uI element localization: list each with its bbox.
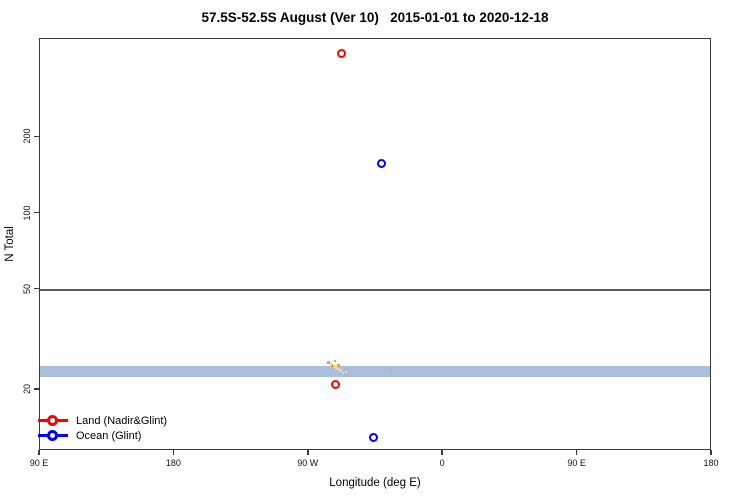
y-tick <box>34 211 39 214</box>
y-tick <box>34 135 39 138</box>
cluster-mark <box>342 371 345 374</box>
legend-symbol-land <box>38 415 68 427</box>
x-tick-label: 180 <box>165 458 181 468</box>
reference-line <box>40 288 710 291</box>
x-tick-label: 90 E <box>29 458 49 468</box>
y-tick-label: 200 <box>22 128 32 144</box>
x-tick <box>38 450 40 455</box>
x-tick <box>441 450 443 455</box>
legend-item-ocean: Ocean (Glint) <box>38 428 167 443</box>
y-tick <box>34 388 39 390</box>
cluster-mark <box>389 368 392 371</box>
open-circle-icon <box>47 415 58 426</box>
legend-symbol-ocean <box>38 430 68 442</box>
reference-band <box>40 365 710 377</box>
plot-area <box>39 38 711 450</box>
data-point-ocean <box>368 433 378 443</box>
x-axis-title: Longitude (deg E) <box>329 477 421 489</box>
cluster-mark <box>334 360 337 363</box>
x-tick-label: 90 E <box>567 458 586 468</box>
legend: Land (Nadir&Glint) Ocean (Glint) <box>38 413 167 443</box>
data-point-land <box>337 48 347 58</box>
cluster-mark <box>336 363 340 367</box>
x-tick-label: 90 W <box>297 458 319 468</box>
legend-item-land: Land (Nadir&Glint) <box>38 413 167 428</box>
x-tick <box>575 450 578 455</box>
legend-label-land: Land (Nadir&Glint) <box>76 414 168 427</box>
data-point-ocean <box>377 158 387 168</box>
cluster-mark <box>330 362 334 366</box>
x-tick <box>172 450 175 455</box>
x-tick-label: 180 <box>703 458 719 468</box>
chart-title: 57.5S-52.5S August (Ver 10) 2015-01-01 t… <box>201 10 549 25</box>
y-tick-label: 100 <box>22 204 32 221</box>
open-circle-icon <box>47 430 58 441</box>
cluster-mark <box>338 369 342 373</box>
y-tick-label: 20 <box>22 384 32 395</box>
cluster-mark <box>345 371 348 374</box>
y-axis-title: N Total <box>4 226 16 262</box>
x-tick <box>710 450 712 455</box>
cluster-mark <box>335 366 340 371</box>
data-point-land <box>331 380 341 390</box>
x-tick-label: 0 <box>439 458 445 468</box>
y-tick <box>34 287 39 290</box>
legend-label-ocean: Ocean (Glint) <box>76 429 142 442</box>
y-tick-label: 50 <box>22 283 32 294</box>
cluster-mark <box>326 360 330 364</box>
cluster-mark <box>332 364 336 368</box>
x-tick <box>307 450 309 455</box>
